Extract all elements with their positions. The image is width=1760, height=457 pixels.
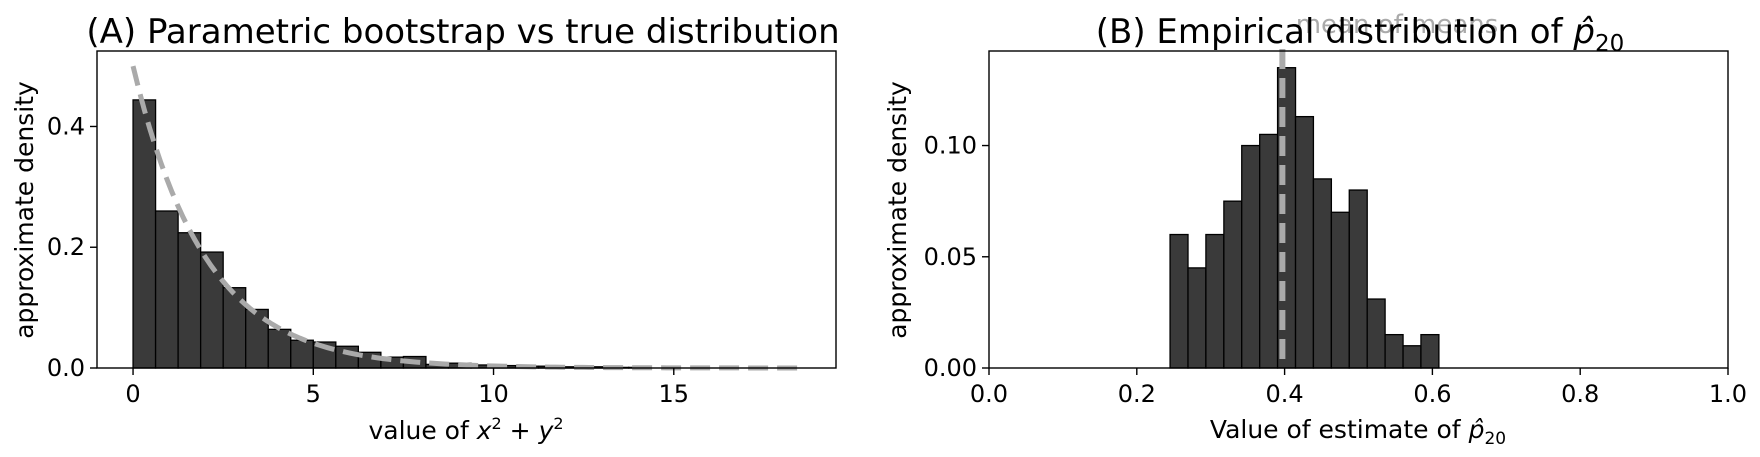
panel-b-xtick-label: 0.2 <box>1118 380 1156 408</box>
panel-b-title: (B) Empirical distribution of p̂20 <box>1096 12 1625 57</box>
panel-b-bar <box>1312 178 1333 369</box>
panel-a: (A) Parametric bootstrap vs true distrib… <box>10 12 840 445</box>
panel-a-ytick-label: 0.4 <box>47 112 85 140</box>
panel-b-ytick-label: 0.05 <box>924 243 977 271</box>
panel-b-bars <box>1169 67 1440 369</box>
panel-a-bars <box>132 99 652 369</box>
panel-a-ytick-label: 0.2 <box>47 233 85 261</box>
panel-a-bar <box>290 339 314 369</box>
panel-b-bar <box>1420 333 1440 369</box>
panel-a-bar <box>154 210 179 369</box>
panel-b-xtick-label: 0.8 <box>1561 380 1599 408</box>
panel-b-plot-frame <box>988 50 1729 369</box>
panel-b-bar <box>1241 144 1261 369</box>
panel-b-ylabel: approximate density <box>883 81 912 339</box>
panel-b-xtick-label: 0.6 <box>1413 380 1451 408</box>
panel-b-bar <box>1348 189 1368 369</box>
panel-b-bar <box>1205 233 1225 369</box>
panel-b: 0.0 0.2 0.4 0.6 0.8 1.0 0.00 0.05 0.10 mean of m… <box>883 10 1747 449</box>
panel-a-ticks: 0 5 10 15 0.0 0.2 0.4 <box>47 112 689 408</box>
panel-b-bar <box>1366 298 1386 369</box>
panel-b-bar <box>1169 233 1189 369</box>
panel-b-bar <box>1187 267 1207 369</box>
panel-a-bar <box>335 345 360 369</box>
panel-b-ytick-label: 0.10 <box>924 132 977 160</box>
panel-b-bar <box>1402 345 1422 369</box>
panel-b-bar <box>1259 133 1279 369</box>
panel-b-bar <box>1330 211 1350 369</box>
panel-a-xtick-label: 0 <box>125 380 140 408</box>
panel-b-bar <box>1294 115 1315 369</box>
panel-b-xtick-label: 0.4 <box>1266 380 1304 408</box>
panel-a-xtick-label: 10 <box>478 380 509 408</box>
panel-b-ticks: 0.0 0.2 0.4 0.6 0.8 1.0 0.00 0.05 0.10 <box>924 132 1748 408</box>
panel-a-plot-frame <box>96 50 837 369</box>
panel-a-true-density-curve <box>130 65 800 371</box>
panel-b-bar <box>1223 200 1243 369</box>
panel-a-title: (A) Parametric bootstrap vs true distrib… <box>86 12 839 52</box>
panel-b-xlabel: Value of estimate of p̂20 <box>1210 415 1506 449</box>
panel-a-ylabel: approximate density <box>10 81 39 339</box>
panel-b-mean-label: mean of means <box>1296 10 1499 40</box>
panel-a-ytick-label: 0.0 <box>47 354 85 382</box>
panel-b-bar <box>1384 333 1404 369</box>
panel-a-bar <box>177 232 202 369</box>
panel-a-xtick-label: 15 <box>659 380 690 408</box>
panel-a-xtick-label: 5 <box>306 380 321 408</box>
panel-b-xtick-label: 1.0 <box>1709 380 1747 408</box>
panel-a-xlabel: value of x2 + y2 <box>368 414 563 445</box>
panel-b-ytick-label: 0.00 <box>924 354 977 382</box>
panel-b-xtick-label: 0.0 <box>970 380 1008 408</box>
